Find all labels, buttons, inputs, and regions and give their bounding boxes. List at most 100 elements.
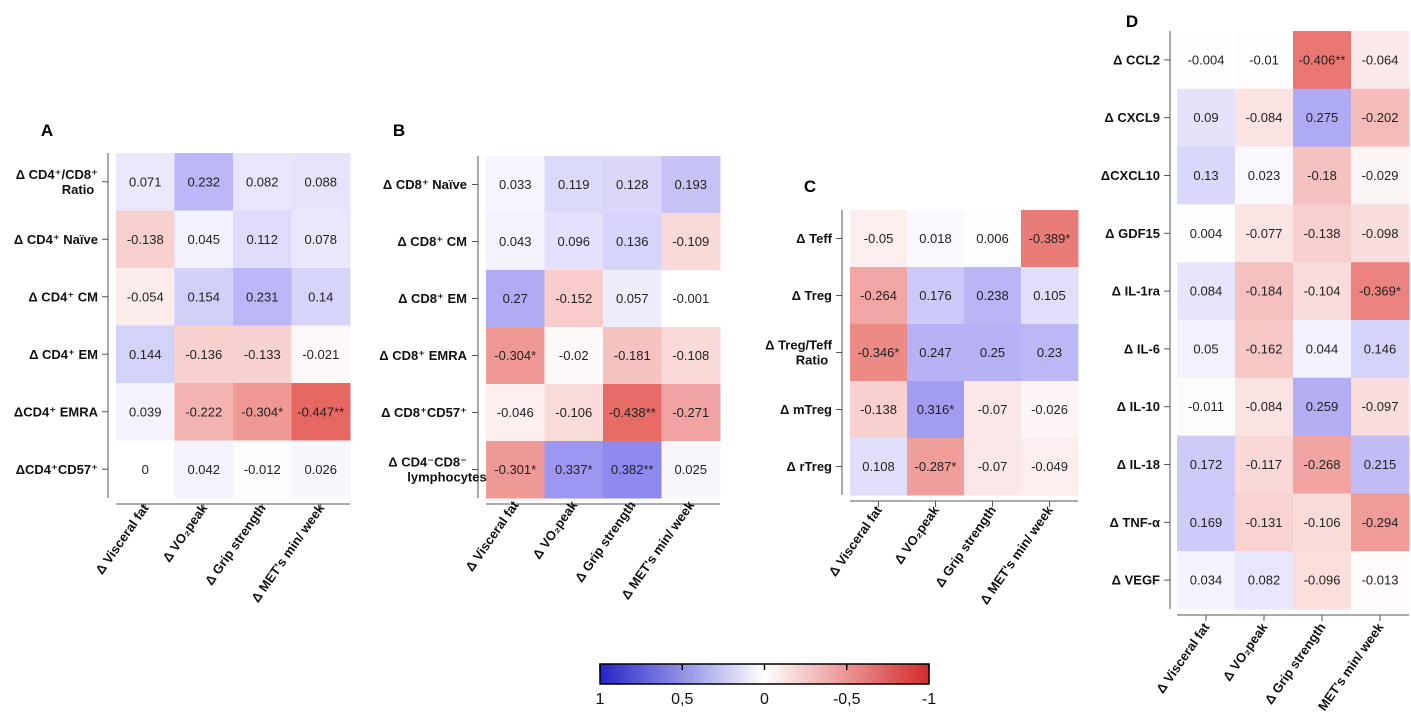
row-label: Δ CD4⁺ EM: [29, 347, 98, 362]
heatmap-cell: [1177, 435, 1236, 494]
cell-value-label: -0.222: [185, 404, 222, 419]
cell-value-label: 0.088: [304, 174, 337, 189]
heatmap-cell: [1235, 551, 1294, 610]
cell-value-label: -0.138: [860, 402, 897, 417]
cell-value-label: 0.033: [499, 177, 532, 192]
cell-value-label: -0.294: [1362, 515, 1399, 530]
column-label: Δ Grip strength: [572, 498, 639, 585]
colorbar: 1 0,5 0 -0,5 -1: [596, 663, 936, 708]
heatmap-cell: [544, 441, 604, 499]
cell-value-label: -0.054: [127, 289, 164, 304]
cell-value-label: -0.264: [860, 288, 897, 303]
cell-value-label: 0.13: [1193, 168, 1218, 183]
heatmap-cell: [544, 213, 604, 271]
row-label: Δ TNF-α: [1109, 515, 1160, 530]
heatmap-cell: [1235, 204, 1294, 263]
heatmap-cell: [603, 270, 662, 328]
heatmap-cell: [603, 384, 662, 442]
cell-value-label: -0.084: [1246, 399, 1283, 414]
row-label: Δ CD4⁺ Naïve: [14, 232, 98, 247]
panel-label: D: [1126, 12, 1138, 31]
heatmap-cell: [116, 153, 175, 211]
cell-value-label: 0.09: [1193, 110, 1218, 125]
heatmap-cell: [1351, 146, 1410, 205]
column-label: Δ Visceral fat: [462, 498, 522, 574]
heatmap-cell: [661, 270, 721, 328]
colorbar-tick-label: 1: [596, 691, 605, 708]
heatmap-cell: [850, 381, 908, 439]
heatmap-cell: [1021, 267, 1079, 325]
cell-value-label: 0.136: [616, 234, 649, 249]
heatmap-cell: [1177, 493, 1236, 552]
heatmap-cell: [486, 213, 545, 271]
heatmap-cell: [1293, 262, 1352, 321]
panel-d: D -0.004 -0.01 -0.406** -0.064 Δ CCL2 0.09 -0.0…: [1101, 12, 1410, 714]
heatmap-cell: [661, 384, 721, 442]
cell-value-label: -0.271: [672, 405, 709, 420]
cell-value-label: -0.138: [1304, 226, 1341, 241]
panel-label: A: [41, 121, 53, 140]
heatmap-cell: [1293, 377, 1352, 437]
cell-value-label: -0.012: [244, 462, 281, 477]
cell-value-label: -0.046: [497, 405, 534, 420]
heatmap-cell: [486, 384, 545, 442]
cell-value-label: -0.029: [1362, 168, 1399, 183]
heatmap-cell: [1293, 88, 1352, 148]
row-label: ΔCD4⁺CD57⁺: [16, 462, 98, 477]
cell-value-label: -0.304*: [494, 348, 536, 363]
cell-value-label: 0.112: [246, 232, 278, 247]
column-label: Δ VO₂peak: [1220, 619, 1271, 683]
cell-value-label: 0.082: [1248, 573, 1281, 588]
heatmap-cell: [850, 438, 908, 496]
heatmap-cell: [1235, 435, 1294, 494]
cell-value-label: -0.268: [1304, 457, 1341, 472]
row-label: Δ rTreg: [787, 459, 833, 474]
heatmap-cell: [661, 441, 721, 499]
panel-label: C: [804, 177, 816, 196]
heatmap-cell: [1177, 377, 1236, 437]
heatmap-cell: [850, 324, 908, 382]
heatmap-cell: [174, 383, 234, 441]
cell-value-label: -0.084: [1246, 110, 1283, 125]
cell-value-label: 0.382**: [611, 462, 654, 477]
cell-value-label: -0.021: [302, 347, 339, 362]
heatmap-cell: [486, 270, 545, 328]
heatmap-cell: [1235, 31, 1294, 90]
heatmap-cell: [233, 383, 292, 441]
row-label: Δ mTreg: [780, 402, 832, 417]
cell-value-label: -0.287*: [915, 459, 957, 474]
cell-value-label: 0.042: [187, 462, 220, 477]
heatmap-cell: [544, 270, 604, 328]
heatmap-cell: [174, 153, 234, 211]
row-label: ΔCXCL10: [1101, 168, 1160, 183]
row-label: Ratio: [62, 182, 95, 197]
heatmap-cell: [1177, 146, 1236, 205]
cell-value-label: 0.316*: [917, 402, 955, 417]
heatmap-cell: [1351, 262, 1410, 321]
cell-value-label: -0.098: [1362, 226, 1399, 241]
heatmap-cell: [1293, 320, 1352, 379]
heatmap-cell: [233, 210, 292, 269]
row-label: Δ Teff: [796, 231, 832, 246]
cell-value-label: 0.078: [304, 232, 337, 247]
column-label: Δ VO₂peak: [159, 500, 210, 564]
cell-value-label: -0.106: [555, 405, 592, 420]
heatmap-cell: [603, 327, 662, 385]
heatmap-cell: [1177, 551, 1236, 610]
heatmap-cell: [486, 441, 545, 499]
panel-label: B: [393, 121, 405, 140]
cell-value-label: 0.034: [1190, 573, 1223, 588]
cell-value-label: -0.131: [1246, 515, 1283, 530]
row-label: Δ CD4⁻CD8⁻: [388, 455, 467, 470]
column-label: Δ Visceral fat: [826, 503, 886, 579]
heatmap-cell: [1177, 88, 1236, 148]
column-label: Δ Grip strength: [1262, 620, 1329, 707]
colorbar-tick-label: -1: [922, 691, 936, 708]
heatmap-cell: [486, 156, 545, 214]
heatmap-cell: [291, 440, 351, 499]
heatmap-cell: [661, 156, 721, 214]
row-label: Δ IL-10: [1117, 399, 1160, 414]
row-label: lymphocytes: [407, 470, 486, 485]
heatmap-cell: [603, 213, 662, 271]
